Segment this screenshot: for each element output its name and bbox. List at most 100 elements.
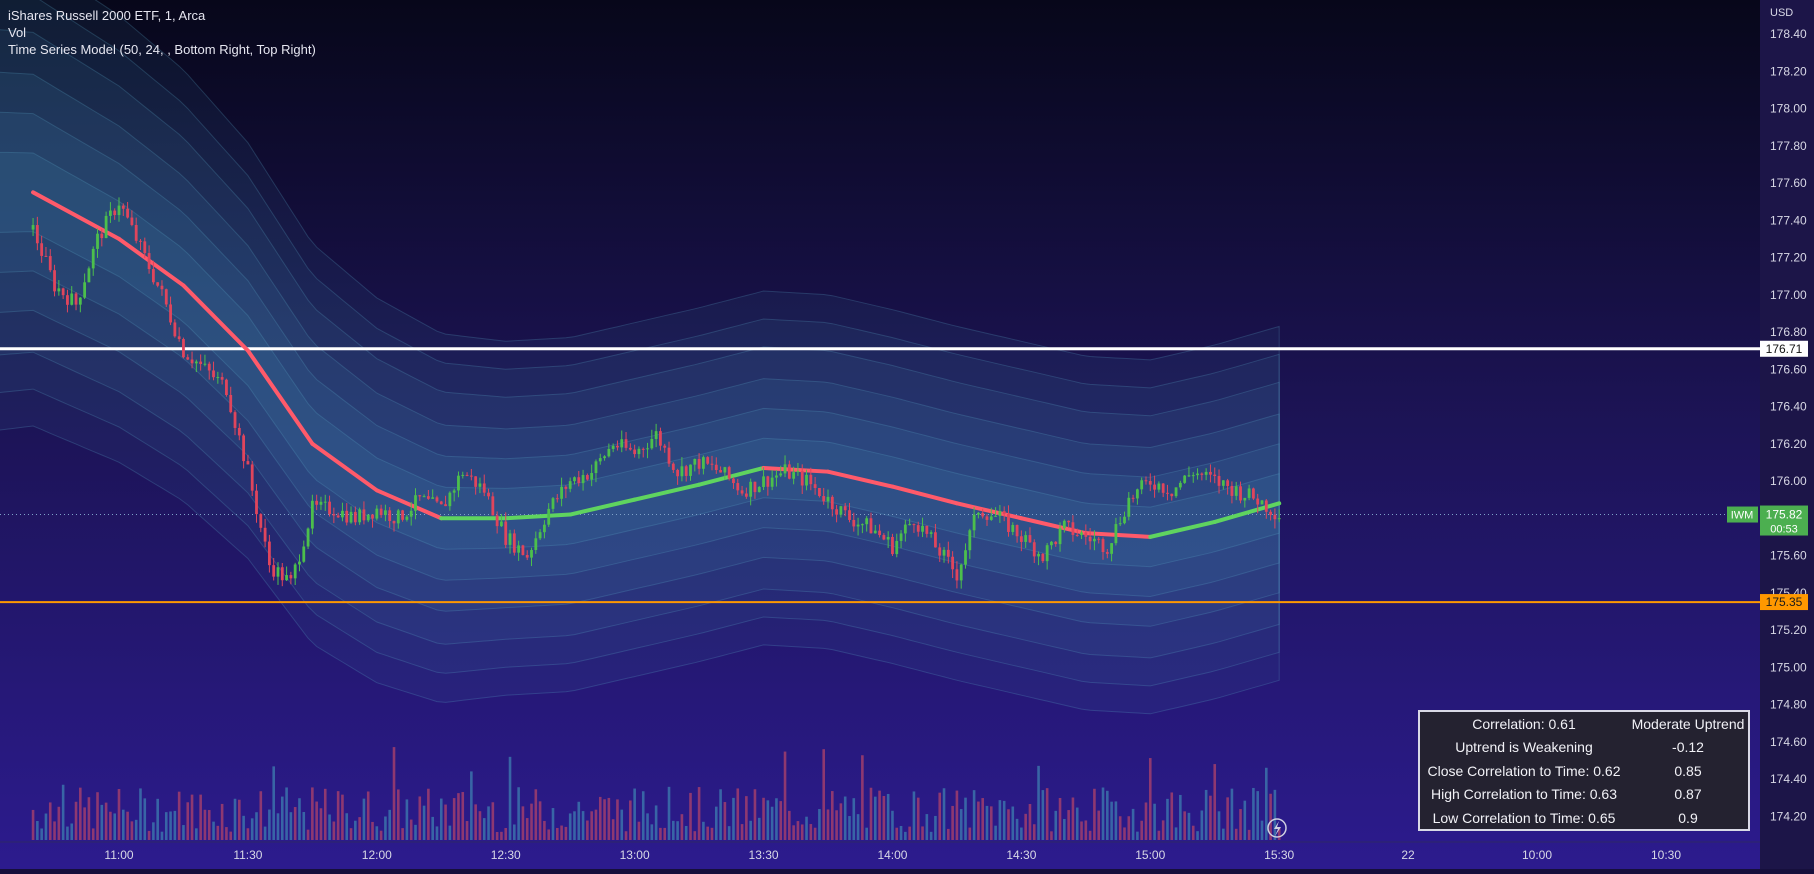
volume-bar bbox=[616, 799, 619, 840]
volume-bar bbox=[444, 804, 447, 840]
candle-body bbox=[581, 475, 585, 484]
candle-body bbox=[74, 293, 78, 305]
volume-bar bbox=[573, 811, 576, 840]
candle-body bbox=[1015, 525, 1019, 537]
volume-bar bbox=[207, 810, 211, 840]
replay-icon[interactable] bbox=[1267, 818, 1287, 838]
stats-value: 0.9 bbox=[1678, 809, 1698, 826]
volume-bar bbox=[409, 819, 413, 840]
volume-bar bbox=[620, 809, 624, 840]
volume-bar bbox=[156, 798, 159, 840]
candle-body bbox=[323, 501, 327, 503]
candle-body bbox=[757, 486, 761, 493]
volume-bar bbox=[113, 813, 117, 840]
candle-body bbox=[1196, 473, 1199, 476]
candle-body bbox=[873, 530, 877, 534]
candle-body bbox=[469, 475, 473, 477]
volume-bar bbox=[1204, 789, 1208, 840]
candle-body bbox=[568, 481, 572, 489]
model-band bbox=[0, 29, 1280, 659]
volume-bar bbox=[1277, 827, 1281, 840]
volume-bar bbox=[1196, 831, 1199, 840]
volume-bar bbox=[1222, 828, 1225, 840]
volume-bar bbox=[800, 824, 804, 840]
candle-body bbox=[444, 504, 447, 507]
price-tick-label: 176.40 bbox=[1770, 400, 1807, 414]
volume-bar bbox=[706, 826, 709, 840]
candle-body bbox=[285, 575, 288, 581]
candle-body bbox=[1054, 541, 1058, 545]
volume-bar bbox=[83, 807, 86, 840]
volume-bar bbox=[964, 797, 967, 840]
support-price-tag bbox=[1760, 594, 1808, 611]
volume-bar bbox=[422, 805, 426, 840]
volume-bar bbox=[732, 797, 735, 840]
candle-body bbox=[104, 215, 108, 239]
volume-bar bbox=[547, 829, 550, 840]
volume-bar bbox=[508, 756, 512, 840]
candle-body bbox=[895, 540, 899, 555]
candle-body bbox=[590, 473, 594, 480]
candle-body bbox=[1204, 471, 1208, 475]
candle-body bbox=[1247, 488, 1251, 498]
candle-body bbox=[482, 483, 486, 493]
volume-bar bbox=[1007, 809, 1010, 840]
symbol-title[interactable]: iShares Russell 2000 ETF, 1, Arca bbox=[8, 8, 206, 23]
symbol-tag-label: IWM bbox=[1731, 510, 1754, 522]
candle-body bbox=[358, 509, 362, 523]
volume-bar bbox=[263, 826, 267, 840]
volume-bar bbox=[405, 799, 409, 840]
candle-body bbox=[439, 501, 443, 505]
candle-body bbox=[1264, 500, 1268, 512]
volume-bar bbox=[1093, 788, 1096, 840]
model-band bbox=[0, 151, 1280, 568]
volume-bar bbox=[921, 826, 924, 840]
indicator-legend[interactable]: Time Series Model (50, 24, , Bottom Righ… bbox=[8, 42, 316, 57]
time-tick-label: 13:00 bbox=[620, 848, 650, 862]
volume-bar bbox=[109, 811, 112, 840]
candle-body bbox=[57, 288, 61, 292]
price-tick-label: 175.00 bbox=[1770, 660, 1807, 674]
price-tick-label: 178.40 bbox=[1770, 27, 1807, 41]
volume-bar bbox=[702, 821, 705, 840]
volume-bar bbox=[1114, 801, 1118, 840]
volume-bar bbox=[1131, 808, 1135, 840]
candle-body bbox=[818, 487, 821, 497]
candle-body bbox=[534, 538, 538, 551]
model-line-segment bbox=[374, 488, 444, 521]
candle-body bbox=[1101, 539, 1105, 553]
time-axis[interactable]: 11:00 11:30 12:00 12:30 13:00 13:30 14:00 14:30… bbox=[0, 841, 1760, 862]
volume-bar bbox=[366, 791, 370, 840]
volume-bar bbox=[560, 825, 563, 840]
stats-row: Uptrend is Weakening -0.12 bbox=[1420, 736, 1748, 760]
candle-body bbox=[560, 486, 563, 499]
volume-bar bbox=[895, 827, 899, 840]
candle-body bbox=[396, 510, 400, 524]
volume-bar bbox=[581, 811, 585, 840]
candle-body bbox=[173, 322, 177, 337]
volume-bar bbox=[1118, 816, 1122, 840]
candle-body bbox=[1200, 473, 1204, 475]
candle-body bbox=[852, 519, 856, 527]
candle-body bbox=[955, 569, 959, 581]
volume-bar bbox=[1260, 820, 1264, 840]
stats-row: Close Correlation to Time: 0.62 0.85 bbox=[1420, 759, 1748, 783]
volume-bar bbox=[439, 798, 443, 840]
volume-legend[interactable]: Vol bbox=[8, 25, 27, 40]
candle-body bbox=[942, 549, 946, 556]
candle-body bbox=[1174, 487, 1178, 497]
candle-body bbox=[517, 545, 521, 553]
volume-bar bbox=[843, 796, 847, 840]
candle-body bbox=[882, 535, 886, 540]
candle-body bbox=[1062, 520, 1066, 529]
candle-body bbox=[998, 511, 1002, 516]
candle-body bbox=[792, 472, 796, 479]
candle-body bbox=[1105, 552, 1109, 554]
volume-bar bbox=[1032, 824, 1036, 840]
candle-body bbox=[839, 506, 843, 515]
price-tick-label: 177.40 bbox=[1770, 213, 1807, 227]
model-line-segment bbox=[117, 236, 186, 288]
last-price-tag bbox=[1760, 505, 1808, 536]
